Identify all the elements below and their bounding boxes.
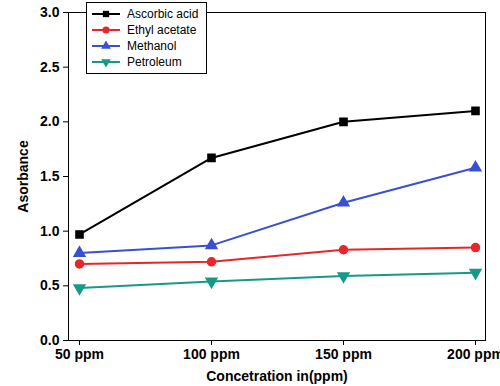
svg-text:Concetration in(ppm): Concetration in(ppm): [206, 368, 348, 384]
svg-text:3.0: 3.0: [40, 4, 60, 20]
html-text:Ascorbic acid: Ascorbic acid: [127, 7, 199, 21]
svg-text:1.5: 1.5: [40, 168, 60, 184]
svg-text:2.0: 2.0: [40, 113, 60, 129]
svg-text:50 ppm: 50 ppm: [55, 346, 104, 362]
svg-text:0.5: 0.5: [40, 277, 60, 293]
html-text:Petroleum: Petroleum: [127, 55, 182, 69]
html-text:Methanol: Methanol: [127, 39, 177, 53]
html-text:Ethyl acetate: Ethyl acetate: [127, 23, 197, 37]
svg-text:Asorbance: Asorbance: [15, 140, 31, 213]
svg-text:0.0: 0.0: [40, 332, 60, 348]
svg-text:200 ppm: 200 ppm: [447, 346, 500, 362]
svg-text:1.0: 1.0: [40, 223, 60, 239]
svg-text:2.5: 2.5: [40, 59, 60, 75]
svg-text:150 ppm: 150 ppm: [315, 346, 372, 362]
svg-text:100 ppm: 100 ppm: [183, 346, 240, 362]
